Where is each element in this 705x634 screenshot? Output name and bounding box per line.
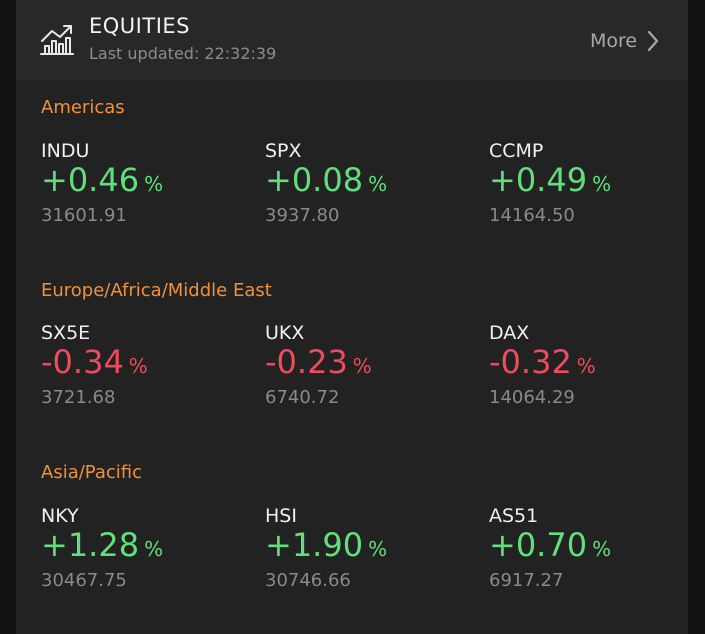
chevron-right-icon bbox=[648, 30, 659, 52]
quote-symbol: CCMP bbox=[489, 140, 544, 162]
section-title-europe-africa-middle-east: Europe/Africa/Middle East bbox=[41, 280, 272, 301]
quote-symbol: NKY bbox=[41, 505, 79, 527]
quote-tile-sx5e[interactable]: SX5E -0.34% 3721.68 bbox=[41, 322, 241, 432]
quote-percent-sign: % bbox=[368, 537, 388, 561]
quote-value: 14064.29 bbox=[489, 387, 575, 408]
quote-percent-sign: % bbox=[592, 172, 612, 196]
quote-value: 30746.66 bbox=[265, 570, 351, 591]
quote-change: +0.49 bbox=[489, 161, 588, 199]
quote-symbol: HSI bbox=[265, 505, 297, 527]
quote-tile-as51[interactable]: AS51 +0.70% 6917.27 bbox=[489, 505, 688, 615]
quote-percent-sign: % bbox=[352, 354, 372, 378]
quote-change-row: +0.08% bbox=[265, 160, 387, 200]
quote-percent-sign: % bbox=[144, 537, 164, 561]
last-updated-text: Last updated: 22:32:39 bbox=[89, 44, 277, 63]
quote-change: -0.23 bbox=[265, 343, 348, 381]
chart-trend-icon bbox=[40, 25, 74, 55]
quote-symbol: AS51 bbox=[489, 505, 539, 527]
quote-symbol: SX5E bbox=[41, 322, 91, 344]
quote-change-row: +0.46% bbox=[41, 160, 163, 200]
quote-change: -0.34 bbox=[41, 343, 124, 381]
quote-value: 6740.72 bbox=[265, 387, 340, 408]
quote-percent-sign: % bbox=[368, 172, 388, 196]
quote-change: +0.46 bbox=[41, 161, 140, 199]
quote-tile-nky[interactable]: NKY +1.28% 30467.75 bbox=[41, 505, 241, 615]
quote-change-row: +1.90% bbox=[265, 525, 387, 565]
quote-percent-sign: % bbox=[576, 354, 596, 378]
quote-value: 3937.80 bbox=[265, 205, 340, 226]
quote-value: 30467.75 bbox=[41, 570, 127, 591]
quote-tile-spx[interactable]: SPX +0.08% 3937.80 bbox=[265, 140, 465, 250]
quote-change: +0.08 bbox=[265, 161, 364, 199]
equities-panel: EQUITIES Last updated: 22:32:39 More Ame… bbox=[16, 0, 688, 634]
quote-percent-sign: % bbox=[144, 172, 164, 196]
quote-change-row: -0.34% bbox=[41, 342, 148, 382]
quote-change-row: +0.49% bbox=[489, 160, 611, 200]
quote-change: +1.90 bbox=[265, 526, 364, 564]
quote-tile-ukx[interactable]: UKX -0.23% 6740.72 bbox=[265, 322, 465, 432]
section-title-americas: Americas bbox=[41, 97, 125, 118]
quote-change-row: -0.23% bbox=[265, 342, 372, 382]
quote-percent-sign: % bbox=[128, 354, 148, 378]
quote-symbol: SPX bbox=[265, 140, 302, 162]
quote-tile-hsi[interactable]: HSI +1.90% 30746.66 bbox=[265, 505, 465, 615]
quote-change-row: +1.28% bbox=[41, 525, 163, 565]
quote-tile-indu[interactable]: INDU +0.46% 31601.91 bbox=[41, 140, 241, 250]
section-title-asia-pacific: Asia/Pacific bbox=[41, 462, 142, 483]
more-label: More bbox=[590, 30, 638, 52]
more-button[interactable]: More bbox=[590, 28, 659, 54]
panel-header: EQUITIES Last updated: 22:32:39 More bbox=[16, 0, 688, 80]
quote-change: +1.28 bbox=[41, 526, 140, 564]
quote-symbol: UKX bbox=[265, 322, 305, 344]
panel-title: EQUITIES bbox=[89, 14, 190, 38]
quote-value: 14164.50 bbox=[489, 205, 575, 226]
quote-change-row: -0.32% bbox=[489, 342, 596, 382]
quote-value: 3721.68 bbox=[41, 387, 116, 408]
quote-change: -0.32 bbox=[489, 343, 572, 381]
quote-symbol: DAX bbox=[489, 322, 530, 344]
quote-value: 6917.27 bbox=[489, 570, 564, 591]
quote-change: +0.70 bbox=[489, 526, 588, 564]
quote-symbol: INDU bbox=[41, 140, 90, 162]
quote-percent-sign: % bbox=[592, 537, 612, 561]
quote-change-row: +0.70% bbox=[489, 525, 611, 565]
quote-tile-ccmp[interactable]: CCMP +0.49% 14164.50 bbox=[489, 140, 688, 250]
quote-tile-dax[interactable]: DAX -0.32% 14064.29 bbox=[489, 322, 688, 432]
quote-value: 31601.91 bbox=[41, 205, 127, 226]
